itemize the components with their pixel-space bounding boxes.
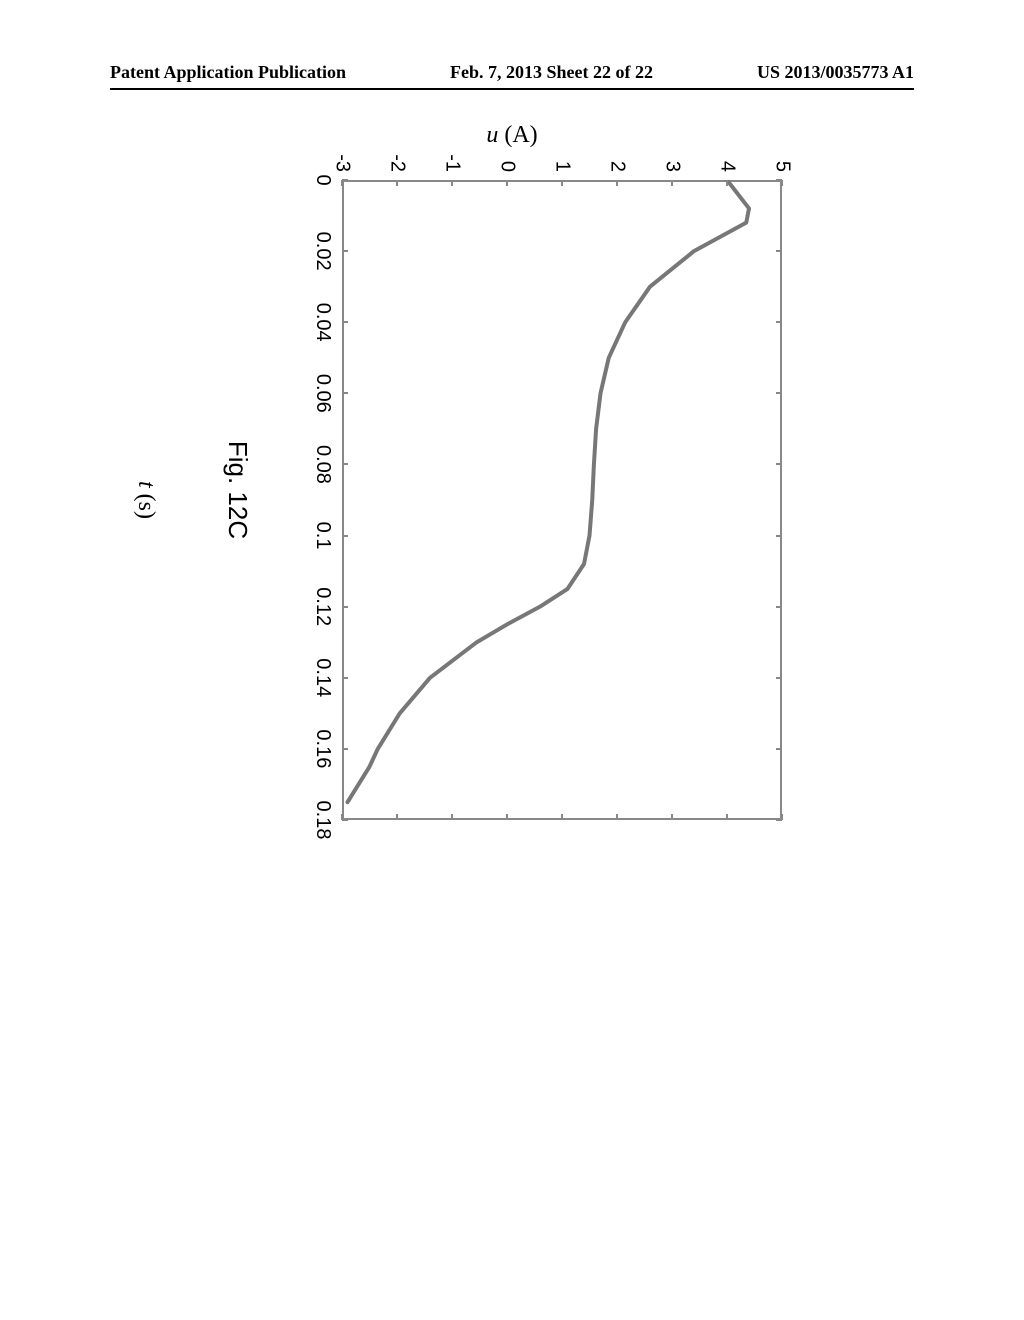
x-tick-label: 0.12 xyxy=(311,587,334,626)
x-tick xyxy=(342,321,348,323)
x-tick xyxy=(776,250,782,252)
y-tick-label: 4 xyxy=(716,132,739,172)
x-axis-var: t xyxy=(133,481,159,488)
y-tick xyxy=(726,814,728,820)
y-tick-label: 5 xyxy=(771,132,794,172)
x-tick xyxy=(342,677,348,679)
x-tick xyxy=(342,535,348,537)
y-tick-label: 3 xyxy=(661,132,684,172)
x-tick-label: 0.18 xyxy=(311,801,334,840)
x-tick-label: 0 xyxy=(311,174,334,185)
y-tick xyxy=(451,814,453,820)
chart-line-svg xyxy=(342,180,782,820)
x-tick-label: 0.06 xyxy=(311,374,334,413)
y-tick xyxy=(451,180,453,186)
y-axis-title: u (A) xyxy=(486,122,537,149)
y-tick xyxy=(616,180,618,186)
y-tick-label: -3 xyxy=(331,132,354,172)
figure-rotated-container: -3-2-101234500.020.040.060.080.10.120.14… xyxy=(202,80,822,900)
x-tick xyxy=(776,677,782,679)
x-tick-label: 0.08 xyxy=(311,445,334,484)
x-tick xyxy=(776,606,782,608)
x-tick xyxy=(776,392,782,394)
y-tick xyxy=(506,814,508,820)
y-tick-label: 1 xyxy=(551,132,574,172)
chart-series-line xyxy=(348,180,750,802)
y-tick xyxy=(671,814,673,820)
x-tick xyxy=(776,321,782,323)
y-tick xyxy=(396,180,398,186)
y-tick xyxy=(726,180,728,186)
x-tick xyxy=(776,748,782,750)
x-tick xyxy=(342,819,348,821)
y-axis-unit: (A) xyxy=(504,122,537,148)
x-tick-label: 0.04 xyxy=(311,303,334,342)
y-tick xyxy=(506,180,508,186)
chart-plot-area: -3-2-101234500.020.040.060.080.10.120.14… xyxy=(342,180,782,820)
figure-caption: Fig. 12C xyxy=(222,441,253,539)
y-tick xyxy=(616,814,618,820)
y-tick-label: -2 xyxy=(386,132,409,172)
x-tick-label: 0.16 xyxy=(311,729,334,768)
x-tick-label: 0.1 xyxy=(311,522,334,550)
x-axis-unit: (s) xyxy=(133,494,159,519)
y-axis-var: u xyxy=(486,122,498,148)
y-tick xyxy=(396,814,398,820)
x-tick xyxy=(776,463,782,465)
x-tick xyxy=(342,392,348,394)
x-tick xyxy=(342,179,348,181)
x-tick xyxy=(776,179,782,181)
x-tick xyxy=(776,819,782,821)
x-tick-label: 0.02 xyxy=(311,232,334,271)
y-tick xyxy=(671,180,673,186)
y-tick-label: 2 xyxy=(606,132,629,172)
x-tick xyxy=(776,535,782,537)
y-tick xyxy=(561,180,563,186)
x-tick xyxy=(342,748,348,750)
x-tick xyxy=(342,463,348,465)
x-tick-label: 0.14 xyxy=(311,658,334,697)
x-tick xyxy=(342,606,348,608)
x-axis-title: t (s) xyxy=(132,481,159,519)
y-tick-label: -1 xyxy=(441,132,464,172)
x-tick xyxy=(342,250,348,252)
y-tick xyxy=(561,814,563,820)
